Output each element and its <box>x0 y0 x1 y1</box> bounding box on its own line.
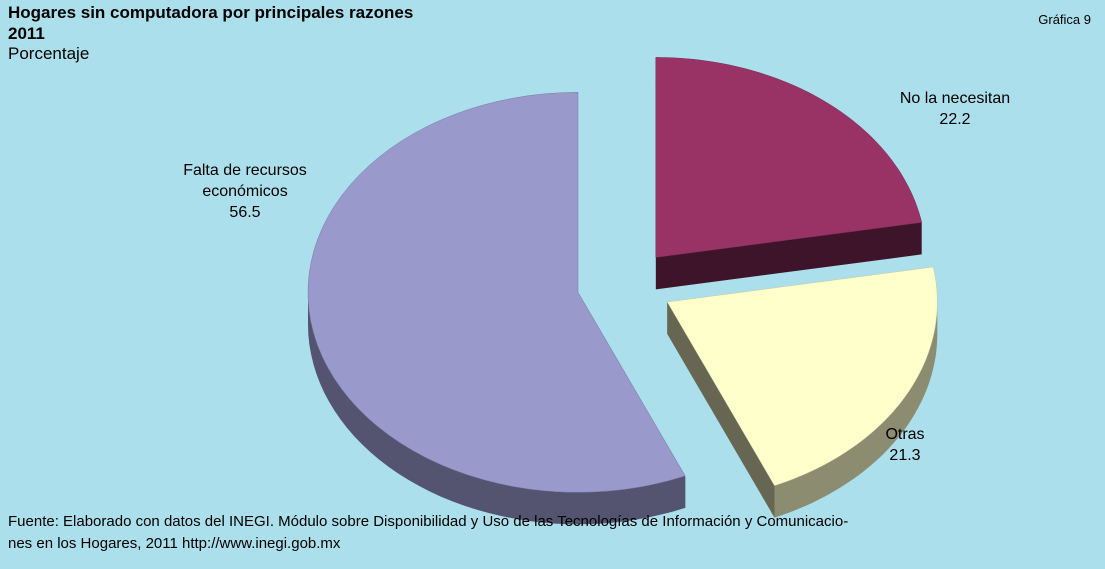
slice-value: 56.5 <box>229 204 261 221</box>
pie-slice <box>666 266 938 518</box>
pie-slice <box>307 92 686 525</box>
slice-top <box>307 92 686 493</box>
slice-wall <box>655 222 922 290</box>
chart-subtitle: 2011 <box>8 24 45 43</box>
slice-label: Otras 21.3 <box>815 424 995 466</box>
slice-label: Falta de recursos económicos 56.5 <box>155 160 335 223</box>
source-line: Fuente: Elaborado con datos del INEGI. M… <box>8 513 849 530</box>
source-line: nes en los Hogares, 2011 http://www.ineg… <box>8 535 341 552</box>
slice-top <box>655 57 923 258</box>
slice-name: Otras <box>885 426 925 443</box>
slice-name: Falta de recursos económicos <box>183 162 307 200</box>
chart-title: Hogares sin computadora por principales … <box>8 3 414 22</box>
slice-side <box>308 292 686 525</box>
slice-wall <box>667 302 775 518</box>
slice-side <box>774 302 938 518</box>
unit-label: Porcentaje <box>8 44 90 63</box>
slice-label: No la necesitan 22.2 <box>865 88 1045 130</box>
slice-value: 22.2 <box>939 111 971 128</box>
pie-slice <box>655 57 923 290</box>
slice-value: 21.3 <box>889 447 921 464</box>
figure-label: Gráfica 9 <box>1038 12 1091 27</box>
slice-name: No la necesitan <box>899 90 1011 107</box>
slice-top <box>666 266 938 486</box>
